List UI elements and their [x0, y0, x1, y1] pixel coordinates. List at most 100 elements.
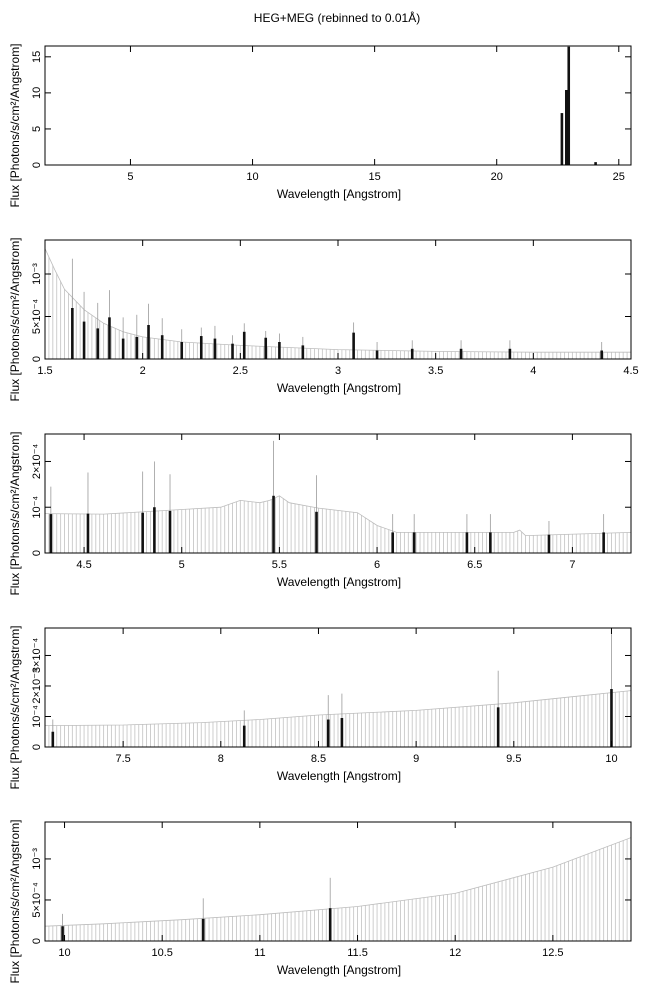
x-tick-label: 10 [246, 171, 258, 183]
x-tick-label: 12 [449, 947, 461, 959]
x-tick-label: 6 [374, 559, 380, 571]
plot-frame [44, 433, 632, 554]
x-tick-label: 4 [530, 365, 536, 377]
flux-bar [375, 350, 379, 359]
y-tick-label: 0 [31, 550, 43, 556]
flux-bar [272, 495, 275, 553]
flux-bar [86, 513, 90, 553]
plot-area [45, 440, 631, 553]
y-tick-label: 2×10⁻⁴ [31, 668, 43, 704]
y-axis-label: Flux [Photons/s/cm²/Angstrom] [8, 43, 22, 207]
flux-bar [301, 345, 305, 359]
flux-bar [560, 113, 564, 165]
flux-bar [242, 725, 246, 747]
flux-bar [489, 532, 492, 553]
x-tick-label: 8 [218, 753, 224, 765]
flux-bar [213, 338, 217, 359]
x-tick-label: 2 [140, 365, 146, 377]
flux-bar [278, 342, 281, 359]
flux-bar [242, 331, 246, 359]
x-tick-label: 11.5 [347, 947, 368, 959]
plot-area [45, 46, 631, 165]
x-tick-label: 20 [491, 171, 503, 183]
continuum-line [45, 690, 631, 726]
plot-frame [44, 627, 632, 748]
x-tick-label: 4.5 [76, 559, 91, 571]
chart-panel: 10 10.5 11 11.5 12 12.5 0 5×10⁻⁴ 10⁻³ Wavelength … [8, 819, 632, 984]
flux-bar [153, 507, 156, 553]
flux-bar [121, 338, 125, 359]
flux-bar [82, 321, 86, 359]
flux-bar [71, 308, 74, 359]
flux-bar [326, 719, 330, 747]
y-axis-label: Flux [Photons/s/cm²/Angstrom] [8, 819, 22, 983]
flux-bar [496, 707, 500, 747]
x-tick-label: 3 [335, 365, 341, 377]
flux-bar [352, 332, 355, 359]
flux-bar [264, 337, 268, 359]
flux-bar [199, 336, 203, 359]
flux-bar [108, 317, 111, 359]
plot-area [45, 634, 631, 747]
x-tick-label: 8.5 [311, 753, 326, 765]
plot-frame [44, 239, 632, 360]
x-axis-label: Wavelength [Angstrom] [277, 187, 401, 201]
flux-bar [135, 336, 139, 359]
flux-bar [410, 348, 414, 359]
x-tick-label: 10 [605, 753, 617, 765]
y-tick-label: 2×10⁻⁴ [31, 444, 43, 480]
x-tick-label: 9.5 [506, 753, 521, 765]
x-tick-label: 15 [369, 171, 381, 183]
flux-bar [168, 510, 172, 553]
plot-area [45, 837, 631, 941]
chart-panel: 5 10 15 20 25 0 5 10 15 Wavelength [Angstrom] Flux… [8, 43, 632, 208]
x-tick-label: 3.5 [428, 365, 443, 377]
x-tick-label: 6.5 [467, 559, 482, 571]
x-tick-label: 10 [58, 947, 70, 959]
y-tick-label: 10⁻³ [31, 263, 43, 285]
x-axis-label: Wavelength [Angstrom] [277, 963, 401, 977]
y-tick-label: 0 [31, 938, 43, 944]
y-tick-label: 10⁻⁴ [31, 496, 43, 519]
x-tick-label: 12.5 [542, 947, 563, 959]
chart-panel: 7.5 8 8.5 9 9.5 10 0 10⁻⁴2×10⁻⁴3×10⁻⁴ Wavelength… [8, 625, 632, 790]
x-tick-label: 10.5 [151, 947, 172, 959]
y-tick-label: 3×10⁻⁴ [31, 638, 43, 674]
x-tick-label: 11 [254, 947, 265, 959]
flux-bar [610, 689, 613, 747]
flux-bar [147, 325, 150, 359]
y-tick-label: 5×10⁻⁴ [31, 299, 43, 335]
y-tick-label: 0 [31, 162, 43, 168]
flux-bar [49, 514, 53, 553]
flux-bar [600, 350, 603, 359]
continuum-line [45, 248, 631, 353]
x-tick-label: 5 [179, 559, 185, 571]
x-tick-label: 7 [569, 559, 575, 571]
continuum-line [45, 495, 631, 537]
x-tick-label: 2.5 [233, 365, 248, 377]
flux-bar [412, 532, 416, 553]
flux-bar [96, 328, 100, 359]
flux-bar [564, 89, 568, 165]
y-tick-label: 0 [31, 744, 43, 750]
flux-bar [328, 908, 332, 941]
flux-bar [508, 348, 512, 359]
x-tick-label: 5.5 [272, 559, 287, 571]
y-axis-label: Flux [Photons/s/cm²/Angstrom] [8, 625, 22, 789]
chart-panel: 1.5 2 2.5 3 3.5 4 4.5 0 5×10⁻⁴ 10⁻³ Wavelength [An… [8, 237, 639, 401]
chart-panel: 4.5 5 5.5 6 6.5 7 0 10⁻⁴ 2×10⁻⁴ Wavelength [Angst… [8, 431, 632, 596]
plot-frame [44, 45, 632, 166]
continuum-line [45, 837, 631, 927]
figure-title: HEG+MEG (rebinned to 0.01Å) [254, 10, 420, 25]
flux-bar [315, 511, 318, 553]
flux-bar [547, 534, 551, 553]
flux-bar [465, 532, 469, 553]
y-tick-label: 10 [31, 87, 43, 99]
x-axis-label: Wavelength [Angstrom] [277, 769, 401, 783]
flux-bar [141, 512, 144, 553]
y-axis-label: Flux [Photons/s/cm²/Angstrom] [8, 431, 22, 595]
flux-bar [180, 342, 184, 359]
y-tick-label: 0 [31, 356, 43, 362]
flux-bar [231, 343, 234, 359]
flux-bar [51, 731, 55, 747]
